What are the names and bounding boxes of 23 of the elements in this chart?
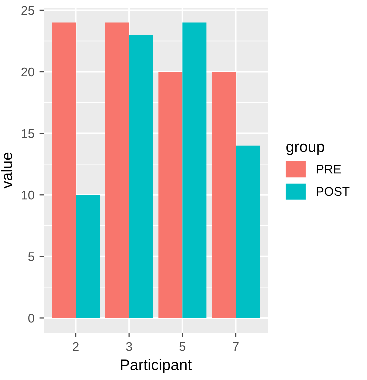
y-tick-label: 0 xyxy=(28,314,34,323)
legend-label: PRE xyxy=(316,165,342,174)
y-tick-label: 25 xyxy=(22,6,34,16)
legend-label: POST xyxy=(316,187,350,196)
x-tick-label: 2 xyxy=(73,342,79,352)
bar xyxy=(52,22,76,318)
bar xyxy=(129,35,154,318)
y-axis-title: value xyxy=(1,152,12,189)
y-tick-label: 5 xyxy=(28,252,34,262)
x-tick-label: 7 xyxy=(233,342,239,352)
x-axis-title: Participant xyxy=(121,359,192,374)
bar xyxy=(76,195,100,318)
y-tick-label: 10 xyxy=(22,190,34,200)
bar xyxy=(182,22,207,318)
bar xyxy=(105,22,130,318)
y-tick-label: 20 xyxy=(22,68,34,77)
y-tick-label: 15 xyxy=(22,130,34,138)
x-tick-label: 3 xyxy=(126,342,132,352)
bar xyxy=(236,146,260,318)
legend-title: group xyxy=(286,144,324,156)
bar xyxy=(212,72,236,318)
x-tick-label: 5 xyxy=(180,342,186,352)
bar xyxy=(158,72,183,318)
